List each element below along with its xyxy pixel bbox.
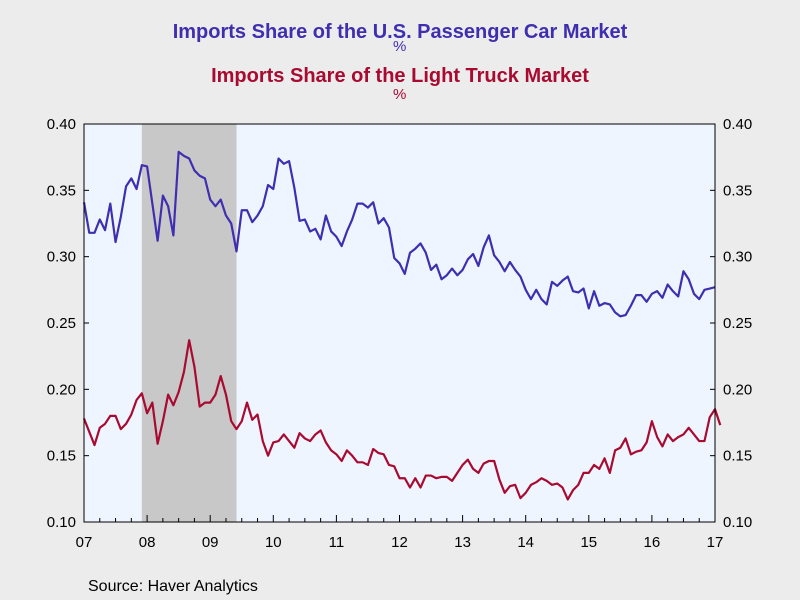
chart-title-unit: % xyxy=(393,38,407,55)
x-tick-label: 13 xyxy=(454,534,471,551)
x-tick-label: 09 xyxy=(202,534,219,551)
y-tick-label-right: 0.35 xyxy=(723,182,752,199)
series-line-2 xyxy=(82,339,722,501)
chart-subtitle-unit: % xyxy=(393,86,407,103)
x-tick-label: 07 xyxy=(76,534,93,551)
y-tick-label-left: 0.20 xyxy=(47,381,76,398)
chart-subtitle-text: Imports Share of the Light Truck Market xyxy=(211,65,589,87)
x-tick-label: 14 xyxy=(517,534,534,551)
y-tick-label-right: 0.25 xyxy=(723,315,752,332)
y-tick-label-left: 0.25 xyxy=(47,315,76,332)
x-tick-label: 16 xyxy=(644,534,661,551)
y-tick-label-left: 0.15 xyxy=(47,448,76,465)
y-tick-label-right: 0.20 xyxy=(723,381,752,398)
y-tick-label-left: 0.40 xyxy=(47,116,76,133)
x-tick-label: 12 xyxy=(391,534,408,551)
x-tick-label: 11 xyxy=(329,534,345,551)
x-tick-label: 10 xyxy=(265,534,282,551)
chart-title-text: Imports Share of the U.S. Passenger Car … xyxy=(172,21,628,43)
y-tick-label-right: 0.30 xyxy=(723,249,752,266)
recession-shading xyxy=(141,124,237,522)
y-tick-label-left: 0.30 xyxy=(47,249,76,266)
y-tick-label-left: 0.35 xyxy=(47,182,76,199)
x-tick-label: 08 xyxy=(139,534,156,551)
series-line-1 xyxy=(82,150,716,318)
source-note: Source: Haver Analytics xyxy=(88,578,258,595)
x-tick-label: 15 xyxy=(580,534,597,551)
x-tick-label: 17 xyxy=(707,534,724,551)
chart-subtitle: Imports Share of the Light Truck Market xyxy=(0,65,800,87)
y-tick-label-left: 0.10 xyxy=(47,514,76,531)
chart-title: Imports Share of the U.S. Passenger Car … xyxy=(0,21,800,43)
y-tick-label-right: 0.15 xyxy=(723,448,752,465)
y-tick-label-right: 0.40 xyxy=(723,116,752,133)
y-tick-label-right: 0.10 xyxy=(723,514,752,531)
